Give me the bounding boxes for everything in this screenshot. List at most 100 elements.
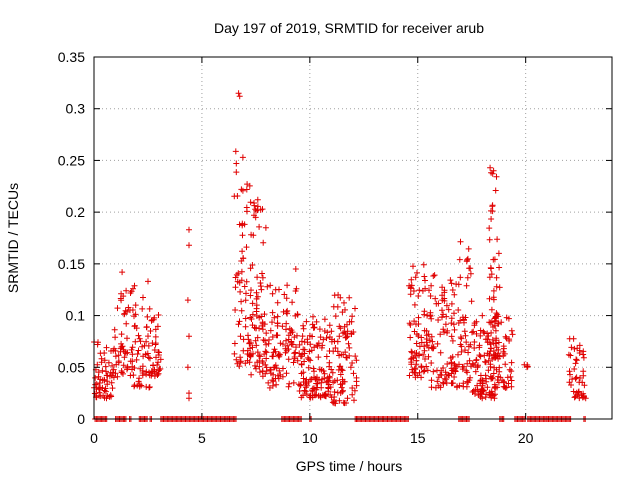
data-point <box>447 277 454 284</box>
data-point <box>139 367 146 374</box>
data-point <box>291 355 298 362</box>
data-point <box>429 345 436 352</box>
data-point <box>239 187 246 194</box>
data-point <box>309 385 316 392</box>
data-point <box>321 316 328 323</box>
data-point <box>301 387 308 394</box>
data-point <box>311 344 318 351</box>
data-point <box>421 273 428 280</box>
data-point <box>336 333 343 340</box>
data-point <box>580 372 587 379</box>
data-point <box>477 353 484 360</box>
data-point <box>494 384 500 391</box>
data-point <box>256 369 263 376</box>
data-point <box>497 374 504 381</box>
data-point <box>464 255 471 262</box>
data-point <box>571 345 578 352</box>
data-point <box>154 372 161 378</box>
data-point <box>246 339 253 346</box>
data-point <box>413 340 420 347</box>
data-point <box>276 367 283 374</box>
data-point <box>130 372 137 379</box>
data-point <box>572 375 579 382</box>
data-point <box>491 395 498 402</box>
data-point <box>491 256 498 263</box>
data-point <box>248 371 255 378</box>
data-point <box>441 295 448 302</box>
data-point <box>500 345 507 352</box>
data-point <box>458 348 465 355</box>
data-point <box>120 362 127 369</box>
data-point <box>488 271 495 278</box>
data-point <box>493 313 500 320</box>
data-point <box>122 307 129 314</box>
data-point <box>99 377 106 384</box>
data-point <box>460 380 467 387</box>
data-point <box>236 363 243 370</box>
data-point <box>463 339 470 346</box>
data-point <box>495 339 502 346</box>
data-point <box>237 288 244 295</box>
data-point <box>487 164 494 171</box>
data-point <box>456 361 462 368</box>
data-point <box>571 366 578 372</box>
data-point <box>334 303 341 310</box>
data-point <box>147 328 154 334</box>
data-point <box>238 298 245 305</box>
data-point <box>464 257 470 263</box>
data-point <box>489 208 496 215</box>
data-point <box>480 328 487 335</box>
data-point <box>334 348 341 355</box>
data-point <box>292 266 299 272</box>
data-point <box>482 394 489 401</box>
data-point <box>407 291 414 298</box>
data-point <box>294 357 301 364</box>
data-point <box>576 395 583 402</box>
data-point <box>292 349 299 356</box>
data-point <box>253 313 260 319</box>
data-point <box>337 390 344 396</box>
data-point <box>132 338 139 345</box>
data-point <box>503 335 510 342</box>
data-point <box>445 306 452 313</box>
data-point <box>151 347 158 353</box>
data-point <box>451 326 458 333</box>
data-point <box>411 350 418 356</box>
data-point <box>325 384 332 391</box>
data-point <box>120 346 127 353</box>
data-point <box>487 373 494 380</box>
data-point <box>298 338 305 345</box>
data-point <box>420 261 427 268</box>
data-point <box>321 375 328 382</box>
data-point <box>342 306 348 313</box>
data-point <box>508 327 515 334</box>
data-point <box>488 345 495 352</box>
data-point <box>131 313 137 320</box>
data-point <box>300 346 307 353</box>
data-point <box>285 356 292 363</box>
data-point <box>483 378 490 385</box>
data-point <box>312 392 319 399</box>
data-point <box>302 384 309 391</box>
data-point <box>291 334 298 341</box>
data-point <box>259 274 266 281</box>
data-point <box>243 244 250 251</box>
data-point <box>184 364 191 371</box>
data-point <box>148 372 155 379</box>
data-point <box>506 336 513 343</box>
data-point <box>427 293 434 299</box>
data-point <box>430 368 437 375</box>
data-point <box>482 359 489 366</box>
data-point <box>290 359 297 366</box>
data-point <box>186 390 192 397</box>
data-point <box>237 359 244 366</box>
data-point <box>307 341 314 348</box>
data-point <box>270 353 276 360</box>
data-point <box>260 239 267 246</box>
data-point <box>294 332 300 339</box>
data-point <box>490 370 497 377</box>
data-point <box>132 322 138 329</box>
data-point <box>257 353 264 360</box>
data-point <box>410 288 417 294</box>
data-point <box>286 380 293 387</box>
